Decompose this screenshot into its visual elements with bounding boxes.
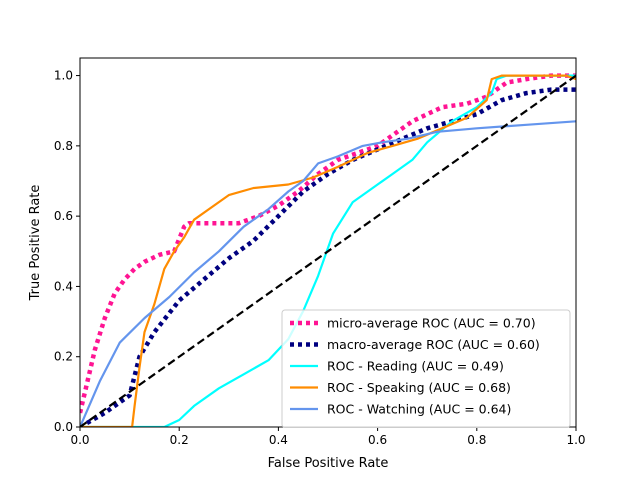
y-tick-label: 0.0	[54, 420, 73, 434]
x-tick-label: 0.0	[70, 433, 89, 447]
legend-label: ROC - Watching (AUC = 0.64)	[327, 402, 511, 417]
y-tick-label: 1.0	[54, 69, 73, 83]
y-tick-label: 0.8	[54, 139, 73, 153]
legend-label: macro-average ROC (AUC = 0.60)	[327, 337, 540, 352]
legend-box	[281, 309, 571, 428]
y-tick-label: 0.2	[54, 350, 73, 364]
x-tick-label: 0.4	[269, 433, 288, 447]
legend-label: ROC - Reading (AUC = 0.49)	[327, 359, 504, 374]
y-axis-label: True Positive Rate	[28, 185, 43, 302]
legend-label: micro-average ROC (AUC = 0.70)	[327, 316, 536, 331]
y-tick-label: 0.6	[54, 209, 73, 223]
series-line-4	[80, 120, 576, 427]
series-lines	[80, 73, 576, 427]
series-line-3	[80, 74, 576, 427]
x-tick-label: 0.2	[170, 433, 189, 447]
series-line-1	[80, 87, 576, 427]
legend: micro-average ROC (AUC = 0.70) macro-aver…	[281, 309, 571, 428]
series-line-2	[80, 74, 576, 427]
x-tick-label: 1.0	[566, 433, 585, 447]
y-tick-label: 0.4	[54, 279, 73, 293]
chance-diagonal-line	[80, 74, 576, 427]
x-axis-label: False Positive Rate	[268, 456, 389, 471]
x-tick-label: 0.8	[467, 433, 486, 447]
axis-ticks: 0.0 0.2 0.4 0.6 0.8 1.0 0.0 0.2 0.4 0.6 0.8 1.0	[54, 69, 586, 447]
legend-label: ROC - Speaking (AUC = 0.68)	[327, 380, 511, 395]
x-tick-label: 0.6	[368, 433, 387, 447]
